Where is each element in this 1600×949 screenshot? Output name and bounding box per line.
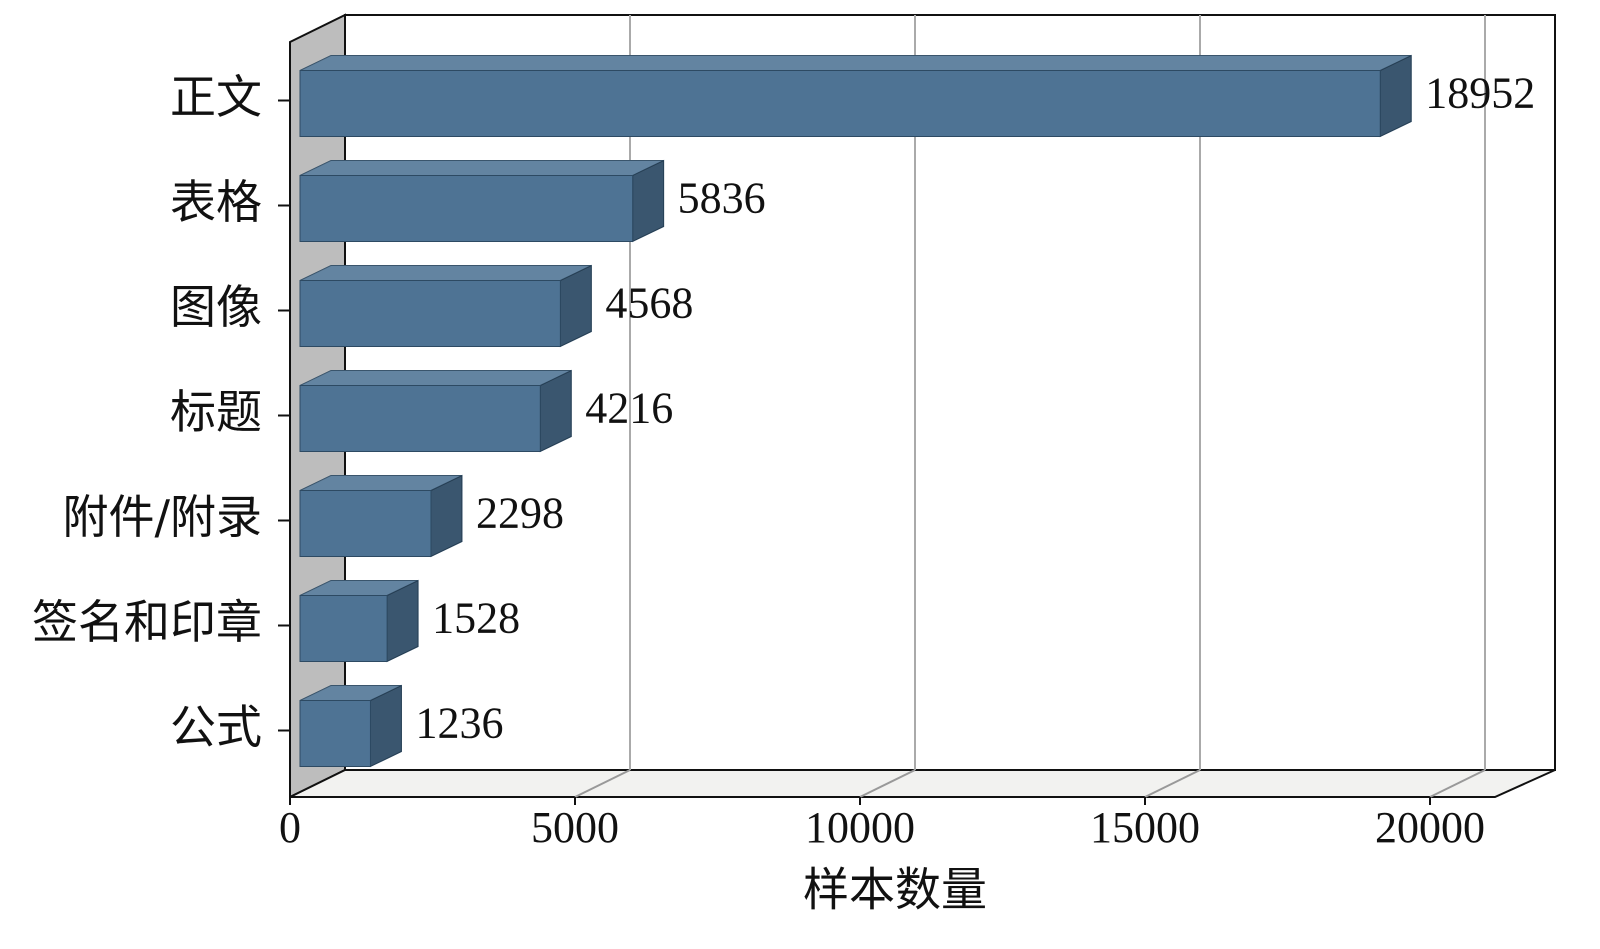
grid-line <box>1144 769 1201 798</box>
grid-line <box>574 769 631 798</box>
y-tick-label: 图像 <box>170 280 262 334</box>
bar-top-shade <box>300 580 419 596</box>
grid-line <box>1429 769 1486 798</box>
value-label: 4568 <box>605 279 693 328</box>
y-tick-label: 公式 <box>170 700 262 754</box>
value-label: 18952 <box>1425 69 1535 118</box>
x-tick-label: 10000 <box>805 803 915 852</box>
bar <box>299 490 432 557</box>
y-tick-label: 附件/附录 <box>63 490 263 544</box>
value-label: 4216 <box>585 384 673 433</box>
bar <box>299 700 371 767</box>
x-tick-label: 15000 <box>1090 803 1200 852</box>
bar-side-shade <box>560 265 592 347</box>
bar-side-shade <box>430 475 462 557</box>
bar-side-shade <box>632 160 664 242</box>
x-tick-label: 0 <box>279 803 301 852</box>
y-tick-label: 签名和印章 <box>32 595 262 649</box>
bar-side-shade <box>370 685 402 767</box>
value-label: 1236 <box>415 699 503 748</box>
bar-side-shade <box>540 370 572 452</box>
x-tick-label: 20000 <box>1375 803 1485 852</box>
grid-line <box>859 769 916 798</box>
value-label: 2298 <box>476 489 564 538</box>
bar-top-shade <box>300 55 1412 71</box>
y-tick-label: 标题 <box>170 385 262 439</box>
bar-top-shade <box>300 160 664 176</box>
x-tick-label: 5000 <box>531 803 619 852</box>
x-axis-label: 样本数量 <box>803 863 987 917</box>
bar <box>299 385 541 452</box>
value-label: 5836 <box>678 174 766 223</box>
y-tick-label: 正文 <box>170 70 262 124</box>
bar-side-shade <box>387 580 419 662</box>
bar-top-shade <box>300 685 402 701</box>
bar <box>299 595 388 662</box>
value-label: 1528 <box>432 594 520 643</box>
bar <box>299 70 1381 137</box>
bar-top-shade <box>300 475 462 491</box>
bar <box>299 175 634 242</box>
bar-top-shade <box>300 265 592 281</box>
floor <box>289 769 1556 798</box>
bar-top-shade <box>300 370 572 386</box>
bar <box>299 280 561 347</box>
y-tick-label: 表格 <box>170 175 262 229</box>
bar-side-shade <box>1380 55 1412 137</box>
